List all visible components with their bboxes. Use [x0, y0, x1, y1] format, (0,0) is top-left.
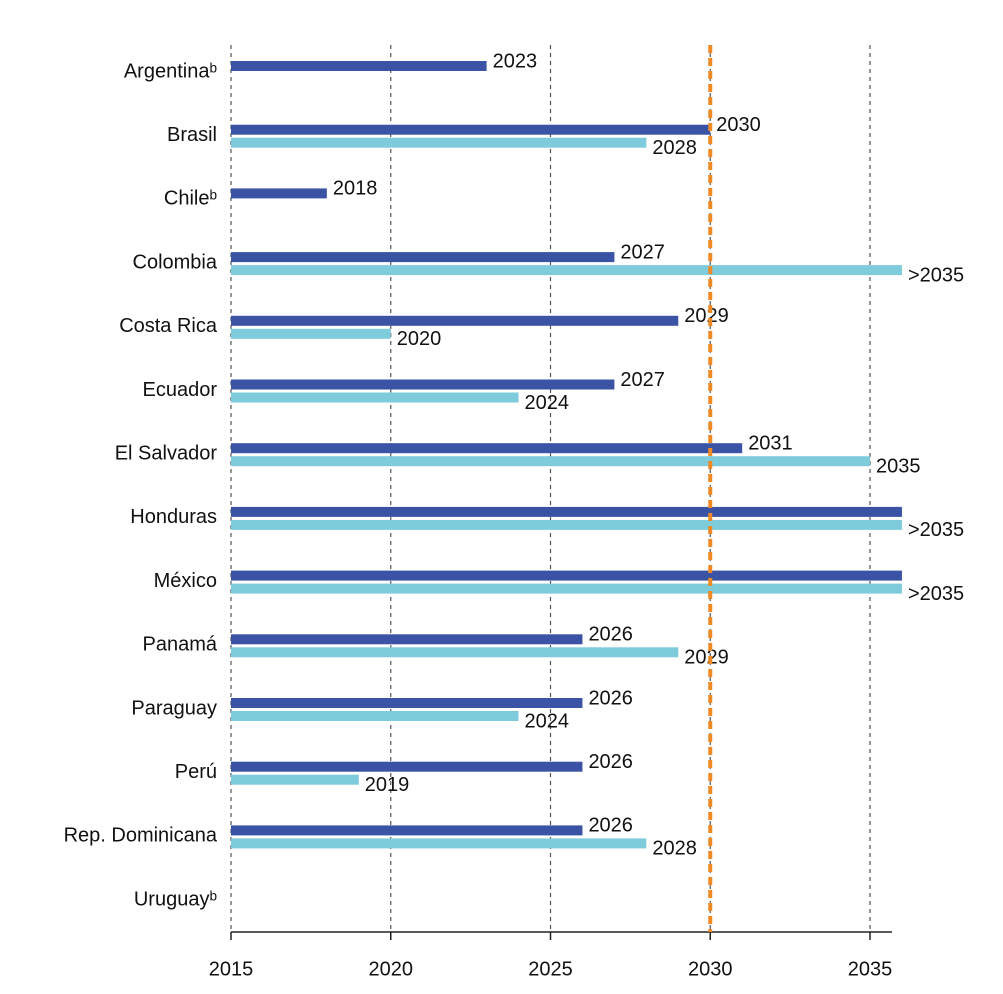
- x-tick-label: 2030: [688, 958, 733, 980]
- value-label: 2029: [684, 305, 729, 327]
- y-tick-label: Perú: [175, 761, 217, 783]
- bar: [231, 838, 647, 849]
- value-label: 2030: [716, 114, 761, 136]
- value-label: 2029: [684, 647, 729, 669]
- bar: [231, 519, 902, 530]
- value-label: 2026: [588, 687, 633, 709]
- y-tick-label: Costa Rica: [119, 315, 218, 337]
- bar: [231, 698, 583, 708]
- value-label: 2023: [493, 50, 537, 72]
- value-label: 2024: [525, 392, 570, 414]
- value-label: 2028: [652, 838, 697, 860]
- value-label: 2027: [620, 369, 665, 391]
- y-tick-label: Ecuador: [143, 379, 218, 401]
- y-tick-label: El Salvador: [115, 442, 218, 464]
- value-label: 2026: [588, 624, 633, 646]
- bar: [231, 137, 647, 148]
- x-tick-label: 2020: [369, 958, 414, 980]
- bar: [231, 647, 679, 658]
- value-label: 2024: [525, 710, 570, 732]
- bar: [231, 61, 487, 71]
- bar: [231, 265, 902, 276]
- value-label: >2035: [908, 519, 964, 541]
- y-tick-label: México: [154, 570, 217, 592]
- value-label: 2027: [620, 241, 665, 263]
- bar: [231, 774, 359, 785]
- bar: [231, 711, 519, 721]
- value-label: 2026: [588, 815, 633, 837]
- x-tick-label: 2035: [848, 958, 893, 980]
- bar: [231, 825, 583, 836]
- bar: [231, 583, 902, 594]
- y-tick-label: Argentinaᵇ: [124, 60, 217, 82]
- y-tick-label: Colombia: [133, 251, 218, 273]
- y-tick-label: Chileᵇ: [164, 188, 217, 210]
- y-tick-label: Panamá: [143, 634, 218, 656]
- bar: [231, 315, 679, 326]
- y-tick-label: Uruguayᵇ: [134, 888, 217, 910]
- x-tick-label: 2025: [528, 958, 573, 980]
- value-label: >2035: [908, 264, 964, 286]
- bar: [231, 379, 615, 390]
- y-tick-label: Rep. Dominicana: [64, 825, 218, 847]
- bar: [231, 188, 327, 199]
- bar: [231, 506, 902, 517]
- y-tick-label: Honduras: [130, 506, 217, 528]
- y-tick-label: Paraguay: [131, 697, 217, 719]
- value-label: 2018: [333, 178, 378, 200]
- value-label: 2031: [748, 432, 793, 454]
- bar: [231, 392, 519, 403]
- bar: [231, 252, 615, 263]
- value-label: 2020: [397, 328, 442, 350]
- bar: [231, 328, 391, 339]
- value-label: 2035: [876, 455, 921, 477]
- bar: [231, 570, 902, 581]
- value-label: >2035: [908, 583, 964, 605]
- value-label: 2028: [652, 137, 697, 159]
- bar: [231, 124, 711, 135]
- bar: [231, 761, 583, 772]
- value-label: 2019: [365, 774, 410, 796]
- value-label: 2026: [588, 751, 633, 773]
- bar: [231, 634, 583, 645]
- bar: [231, 456, 870, 467]
- x-tick-label: 2015: [209, 958, 254, 980]
- y-tick-label: Brasil: [167, 124, 217, 146]
- bar: [231, 443, 743, 454]
